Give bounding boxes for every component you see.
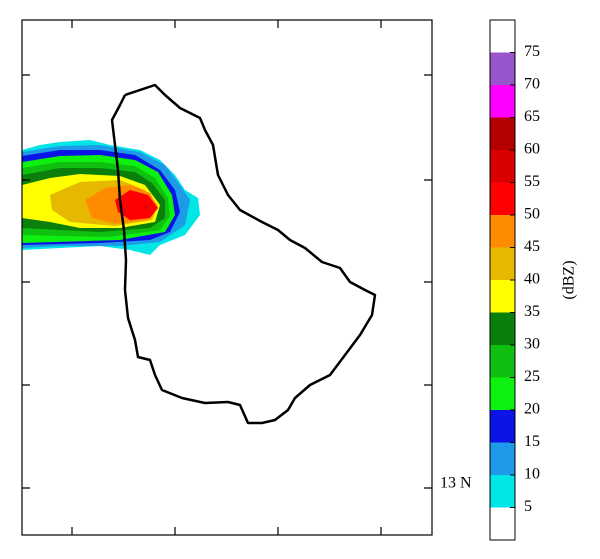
latitude-label: 13 N bbox=[440, 475, 472, 492]
colorbar-tick-label: 40 bbox=[524, 271, 540, 288]
colorbar-tick-label: 15 bbox=[524, 433, 540, 450]
colorbar-segment bbox=[490, 52, 515, 85]
colorbar-tick-label: 45 bbox=[524, 238, 540, 255]
colorbar-segment bbox=[490, 345, 515, 378]
colorbar-tick-label: 25 bbox=[524, 368, 540, 385]
colorbar-segment bbox=[490, 150, 515, 183]
island-outline bbox=[110, 83, 377, 425]
colorbar-segment bbox=[490, 215, 515, 248]
colorbar-segment bbox=[490, 117, 515, 150]
colorbar-tick-label: 70 bbox=[524, 76, 540, 93]
colorbar-tick-label: 65 bbox=[524, 108, 540, 125]
colorbar: 5 10 15 20 25 30 35 40 45 50 55 60 65 70 75 bbox=[489, 19, 540, 541]
colorbar-segment bbox=[490, 507, 515, 540]
colorbar-segment bbox=[490, 312, 515, 345]
frame-ticks bbox=[22, 20, 432, 535]
colorbar-label: (dBZ) bbox=[561, 260, 578, 299]
colorbar-segment bbox=[490, 442, 515, 475]
colorbar-tick-label: 55 bbox=[524, 173, 540, 190]
colorbar-segment bbox=[490, 182, 515, 215]
colorbar-segment bbox=[490, 280, 515, 313]
echo-55 bbox=[143, 205, 147, 209]
colorbar-segment bbox=[490, 85, 515, 118]
colorbar-tick-label: 35 bbox=[524, 303, 540, 320]
map-frame bbox=[21, 19, 433, 536]
colorbar-tick-label: 30 bbox=[524, 336, 540, 353]
colorbar-tick-label: 20 bbox=[524, 401, 540, 418]
colorbar-tick-label: 10 bbox=[524, 466, 540, 483]
colorbar-segment bbox=[490, 377, 515, 410]
colorbar-segment bbox=[490, 20, 515, 53]
colorbar-segment bbox=[490, 475, 515, 508]
echo-50 bbox=[115, 190, 158, 220]
colorbar-tick-label: 60 bbox=[524, 141, 540, 158]
colorbar-segment bbox=[490, 410, 515, 443]
colorbar-tick-label: 75 bbox=[524, 43, 540, 60]
colorbar-tick-label: 5 bbox=[524, 498, 532, 515]
radar-echo bbox=[22, 140, 200, 255]
colorbar-tick-label: 50 bbox=[524, 206, 540, 223]
colorbar-segment bbox=[490, 247, 515, 280]
